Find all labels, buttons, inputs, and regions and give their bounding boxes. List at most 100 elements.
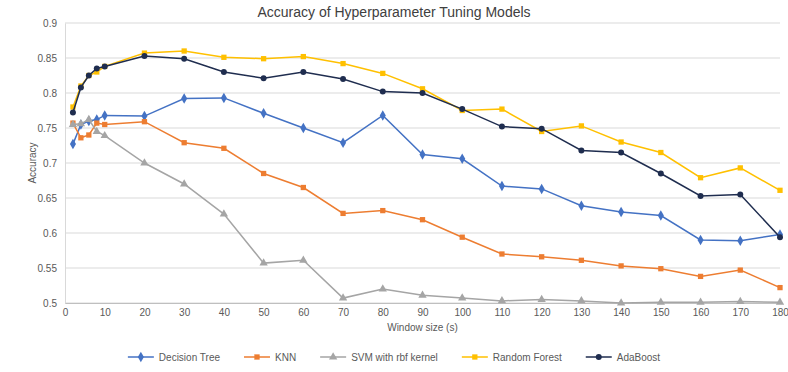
series-marker [577,296,585,303]
grid-line [65,23,780,24]
series-marker [78,135,83,140]
legend-label: AdaBoost [617,352,661,363]
y-tick: 0.8 [43,88,65,99]
series-marker [539,184,545,195]
series-marker [102,122,107,127]
x-tick-label: 80 [378,307,390,318]
series-marker [539,126,545,132]
y-tick: 0.75 [38,123,65,134]
x-tick-label: 160 [693,307,710,318]
series-marker [221,69,227,75]
series-marker [220,209,228,216]
series-marker [657,297,665,304]
series-marker [459,106,465,112]
chart: 0.50.550.60.650.70.750.80.850.9010203040… [0,0,788,372]
series-marker [737,235,743,246]
series-marker [460,235,465,240]
series-marker [86,73,92,79]
series-marker [777,285,782,290]
y-tick-label: 0.75 [38,123,58,134]
series-marker [70,139,76,150]
x-tick: 10 [100,303,112,318]
series-marker [340,211,345,216]
series-marker [140,158,148,165]
x-tick-label: 100 [454,307,471,318]
legend-marker [329,352,337,359]
series-marker [340,76,346,82]
series-marker [738,267,743,272]
series-marker [141,53,147,59]
x-tick: 130 [574,303,591,318]
series-marker [182,48,187,53]
series-marker [102,63,108,69]
series-marker [94,114,100,125]
grid [65,23,780,303]
series-marker [776,297,784,304]
y-tick: 0.7 [43,158,65,169]
series-marker [299,255,307,262]
series-marker [736,297,744,304]
x-tick-label: 20 [139,307,151,318]
series-marker [499,181,505,192]
series-marker [379,284,387,291]
series-marker [617,298,625,305]
series-marker [698,235,704,246]
series-marker [418,290,426,297]
series-marker [618,263,623,268]
series-marker [69,120,77,127]
series-marker [259,258,267,265]
x-axis-title: Window size (s) [387,322,458,333]
legend-label: KNN [275,352,296,363]
x-tick: 170 [732,303,749,318]
legend: Decision TreeKNNSVM with rbf kernelRando… [128,352,660,363]
legend-label: SVM with rbf kernel [351,352,438,363]
x-tick: 150 [653,303,670,318]
series-marker [578,200,584,211]
series-marker [221,55,226,60]
series-marker [420,90,426,96]
series-marker [696,297,704,304]
series-marker [618,150,624,156]
series-marker [498,296,506,303]
grid-line [65,198,780,199]
y-tick-label: 0.55 [38,263,58,274]
series-marker [499,106,504,111]
series-marker [698,175,703,180]
y-axis-title: Accuracy [27,142,38,183]
grid-line [65,163,780,164]
series-marker [578,147,584,153]
x-tick-label: 40 [219,307,231,318]
y-tick: 0.55 [38,263,65,274]
x-tick: 160 [693,303,710,318]
series-markers [70,48,782,193]
series-markers [69,115,784,306]
legend-item: KNN [244,352,296,363]
series-marker [698,274,703,279]
x-tick: 40 [219,303,231,318]
x-tick: 90 [417,303,429,318]
series-marker [261,75,267,81]
series-marker [339,293,347,300]
y-axis-line [65,24,66,304]
series-marker [777,234,783,240]
x-tick: 100 [454,303,471,318]
x-tick-label: 130 [574,307,591,318]
y-tick-label: 0.7 [43,158,57,169]
series-markers [70,93,783,246]
series-marker [380,89,386,95]
title: Accuracy of Hyperparameter Tuning Models [257,4,530,20]
y-tick-label: 0.6 [43,228,57,239]
series-marker [340,61,345,66]
series-marker [459,154,465,165]
series-line [73,122,780,288]
x-tick: 120 [534,303,551,318]
y-tick: 0.85 [38,53,65,64]
series-line [73,98,780,241]
series-marker [380,110,386,121]
plot: 0.50.550.60.650.70.750.80.850.9010203040… [38,18,788,318]
y-tick-label: 0.9 [43,18,57,29]
series-marker [658,210,664,221]
series-marker [777,188,782,193]
x-tick-label: 180 [772,307,788,318]
y-tick-label: 0.85 [38,53,58,64]
